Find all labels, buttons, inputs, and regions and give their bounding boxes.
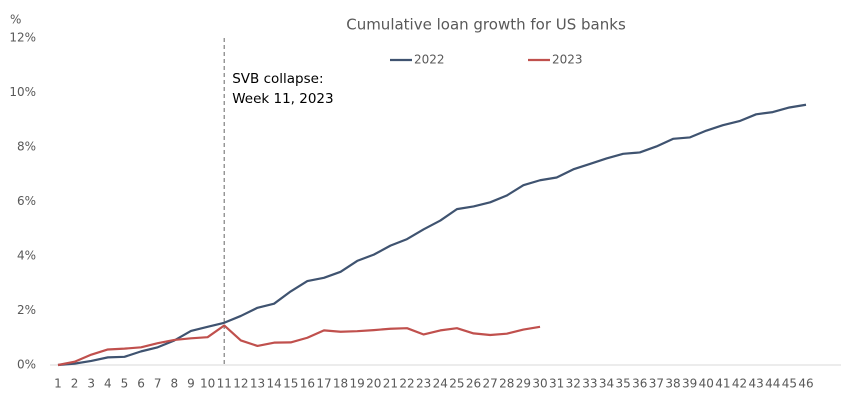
x-tick-label: 28 xyxy=(499,377,514,391)
x-tick-label: 32 xyxy=(566,377,581,391)
x-tick-label: 15 xyxy=(283,377,298,391)
series-line xyxy=(57,324,541,367)
x-tick-label: 25 xyxy=(449,377,464,391)
x-tick-label: 38 xyxy=(665,377,680,391)
x-tick-label: 20 xyxy=(366,377,381,391)
x-tick-label: 27 xyxy=(483,377,498,391)
y-tick-label: 4% xyxy=(17,249,36,263)
x-tick-label: 46 xyxy=(798,377,813,391)
y-tick-label: 2% xyxy=(17,303,36,317)
x-tick-label: 2 xyxy=(71,377,79,391)
x-tick-label: 40 xyxy=(699,377,714,391)
x-tick-label: 34 xyxy=(599,377,614,391)
x-tick-label: 29 xyxy=(516,377,531,391)
x-tick-label: 18 xyxy=(333,377,348,391)
y-tick-label: 12% xyxy=(9,31,36,45)
x-tick-label: 45 xyxy=(782,377,797,391)
x-tick-label: 4 xyxy=(104,377,112,391)
x-tick-label: 9 xyxy=(187,377,195,391)
x-tick-label: 16 xyxy=(300,377,315,391)
x-tick-label: 24 xyxy=(433,377,448,391)
x-tick-label: 37 xyxy=(649,377,664,391)
x-tick-label: 35 xyxy=(616,377,631,391)
x-tick-label: 17 xyxy=(316,377,331,391)
annotation-text: Week 11, 2023 xyxy=(232,91,333,107)
x-tick-label: 19 xyxy=(350,377,365,391)
x-tick-label: 22 xyxy=(399,377,414,391)
y-tick-label: 8% xyxy=(17,140,36,154)
y-tick-label: 6% xyxy=(17,194,36,208)
x-tick-label: 30 xyxy=(532,377,547,391)
x-tick-label: 21 xyxy=(383,377,398,391)
x-tick-label: 11 xyxy=(217,377,232,391)
x-tick-label: 42 xyxy=(732,377,747,391)
x-tick-label: 44 xyxy=(765,377,780,391)
x-tick-label: 43 xyxy=(748,377,763,391)
x-tick-label: 26 xyxy=(466,377,481,391)
series-line xyxy=(57,103,807,367)
x-tick-label: 33 xyxy=(582,377,597,391)
y-tick-label: 0% xyxy=(17,358,36,372)
x-tick-label: 41 xyxy=(715,377,730,391)
y-tick-label: 10% xyxy=(9,85,36,99)
x-tick-label: 13 xyxy=(250,377,265,391)
x-tick-label: 7 xyxy=(154,377,162,391)
x-tick-label: 6 xyxy=(137,377,145,391)
x-tick-label: 31 xyxy=(549,377,564,391)
x-tick-label: 12 xyxy=(233,377,248,391)
legend-label: 2022 xyxy=(414,53,445,67)
x-tick-label: 14 xyxy=(266,377,281,391)
x-tick-label: 10 xyxy=(200,377,215,391)
x-tick-label: 36 xyxy=(632,377,647,391)
x-tick-label: 3 xyxy=(87,377,95,391)
x-tick-label: 5 xyxy=(121,377,129,391)
annotation-text: SVB collapse: xyxy=(232,71,323,87)
x-tick-label: 1 xyxy=(54,377,62,391)
x-tick-label: 39 xyxy=(682,377,697,391)
legend-label: 2023 xyxy=(552,53,583,67)
x-tick-label: 23 xyxy=(416,377,431,391)
chart-title: Cumulative loan growth for US banks xyxy=(346,16,626,34)
y-unit: % xyxy=(10,13,21,27)
x-tick-label: 8 xyxy=(171,377,179,391)
